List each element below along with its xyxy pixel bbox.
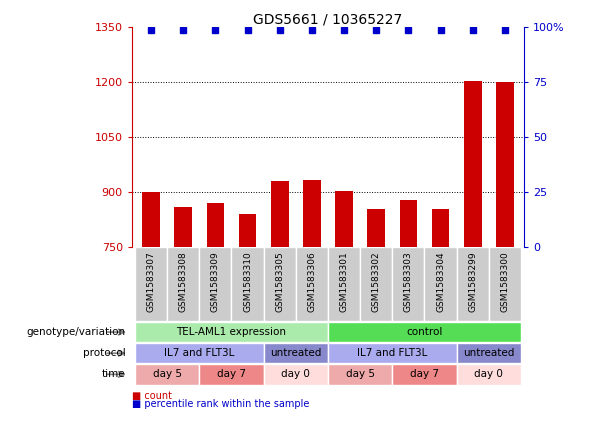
Bar	[135, 247, 167, 321]
Text: GSM1583308: GSM1583308	[179, 251, 188, 312]
Text: day 7: day 7	[217, 369, 246, 379]
Text: TEL-AML1 expression: TEL-AML1 expression	[177, 327, 286, 337]
Text: GSM1583306: GSM1583306	[307, 251, 316, 312]
Bar	[232, 247, 264, 321]
Text: GSM1583299: GSM1583299	[468, 251, 477, 312]
Text: control: control	[406, 327, 443, 337]
Text: GSM1583310: GSM1583310	[243, 251, 252, 312]
Bar	[264, 247, 296, 321]
Text: day 5: day 5	[153, 369, 181, 379]
Text: GSM1583309: GSM1583309	[211, 251, 220, 312]
Bar	[199, 364, 264, 385]
Bar	[489, 247, 521, 321]
Bar	[457, 364, 521, 385]
Bar	[496, 82, 514, 247]
Text: GSM1583304: GSM1583304	[436, 251, 445, 312]
Bar	[135, 322, 328, 342]
Bar	[328, 364, 392, 385]
Bar	[296, 247, 328, 321]
Text: genotype/variation: genotype/variation	[26, 327, 126, 337]
Text: ■ count: ■ count	[132, 391, 172, 401]
Text: untreated: untreated	[270, 348, 321, 358]
Bar	[392, 364, 457, 385]
Bar	[303, 180, 321, 247]
Text: GSM1583305: GSM1583305	[275, 251, 284, 312]
Bar	[392, 247, 424, 321]
Text: day 0: day 0	[281, 369, 310, 379]
Bar	[142, 192, 160, 247]
Bar	[135, 343, 264, 363]
Text: untreated: untreated	[463, 348, 514, 358]
Text: ■ percentile rank within the sample: ■ percentile rank within the sample	[132, 399, 309, 409]
Bar	[457, 247, 489, 321]
Text: GSM1583307: GSM1583307	[147, 251, 156, 312]
Bar	[238, 214, 256, 247]
Bar	[167, 247, 199, 321]
Bar	[135, 364, 199, 385]
Bar	[271, 181, 289, 247]
Text: protocol: protocol	[83, 348, 126, 358]
Bar	[400, 200, 417, 247]
Bar	[367, 209, 385, 247]
Bar	[328, 247, 360, 321]
Bar	[432, 209, 449, 247]
Text: GSM1583300: GSM1583300	[500, 251, 509, 312]
Bar	[199, 247, 232, 321]
Text: day 5: day 5	[346, 369, 375, 379]
Text: day 7: day 7	[410, 369, 439, 379]
Text: GSM1583302: GSM1583302	[371, 251, 381, 312]
Text: IL7 and FLT3L: IL7 and FLT3L	[164, 348, 235, 358]
Title: GDS5661 / 10365227: GDS5661 / 10365227	[253, 12, 403, 26]
Text: time: time	[102, 369, 126, 379]
Bar	[335, 191, 353, 247]
Bar	[360, 247, 392, 321]
Bar	[328, 322, 521, 342]
Bar	[424, 247, 457, 321]
Text: IL7 and FLT3L: IL7 and FLT3L	[357, 348, 427, 358]
Bar	[328, 343, 457, 363]
Text: day 0: day 0	[474, 369, 503, 379]
Bar	[264, 364, 328, 385]
Bar	[457, 343, 521, 363]
Bar	[207, 203, 224, 247]
Text: GSM1583303: GSM1583303	[404, 251, 413, 312]
Text: GSM1583301: GSM1583301	[340, 251, 349, 312]
Bar	[464, 81, 481, 247]
Bar	[264, 343, 328, 363]
Bar	[175, 207, 192, 247]
